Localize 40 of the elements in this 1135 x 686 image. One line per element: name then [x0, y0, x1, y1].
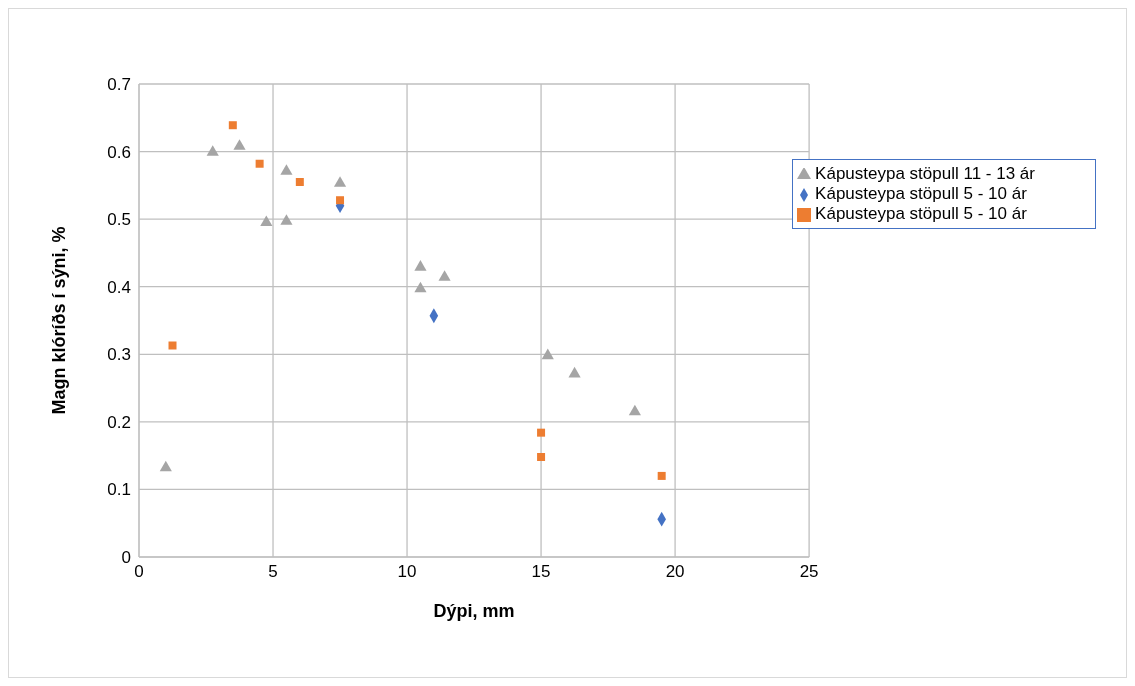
y-tick-label: 0.3: [107, 345, 131, 365]
point: [568, 366, 581, 378]
y-tick-label: 0.4: [107, 277, 131, 297]
point: [414, 281, 427, 293]
x-tick-label: 10: [397, 562, 417, 582]
point: [280, 214, 293, 225]
point: [657, 471, 666, 480]
y-tick-label: 0.1: [107, 480, 131, 500]
point: [255, 159, 264, 168]
y-tick-label: 0.2: [107, 412, 131, 432]
point: [168, 341, 177, 350]
point: [336, 196, 345, 205]
legend-label: Kápusteypa stöpull 5 - 10 ár: [815, 204, 1027, 223]
x-tick-label: 20: [665, 562, 685, 582]
y-tick-label: 0.5: [107, 210, 131, 230]
point: [280, 164, 293, 175]
point: [333, 176, 347, 187]
point: [260, 215, 273, 227]
x-tick-label: 5: [268, 562, 278, 582]
y-axis-title: Magn klóríðs í sýni, %: [49, 226, 70, 415]
point: [295, 177, 304, 186]
x-tick-label: 15: [531, 562, 551, 582]
point: [228, 121, 237, 130]
y-tick-label: 0.7: [107, 75, 131, 95]
legend-label: Kápusteypa stöpull 11 - 13 ár: [815, 164, 1035, 183]
y-tick-label: 0: [121, 548, 131, 568]
point: [206, 145, 219, 156]
x-tick-label: 0: [134, 562, 144, 582]
point: [628, 404, 641, 416]
point: [541, 348, 554, 360]
point: [159, 460, 172, 472]
point: [537, 452, 546, 461]
x-tick-label: 25: [799, 562, 819, 582]
legend-label: Kápusteypa stöpull 5 - 10 ár: [815, 184, 1027, 203]
point: [233, 139, 246, 150]
point: [537, 428, 546, 437]
point: [414, 260, 427, 271]
x-axis-title: Dýpi, mm: [433, 601, 515, 621]
y-tick-label: 0.6: [107, 142, 131, 162]
point: [438, 270, 451, 281]
